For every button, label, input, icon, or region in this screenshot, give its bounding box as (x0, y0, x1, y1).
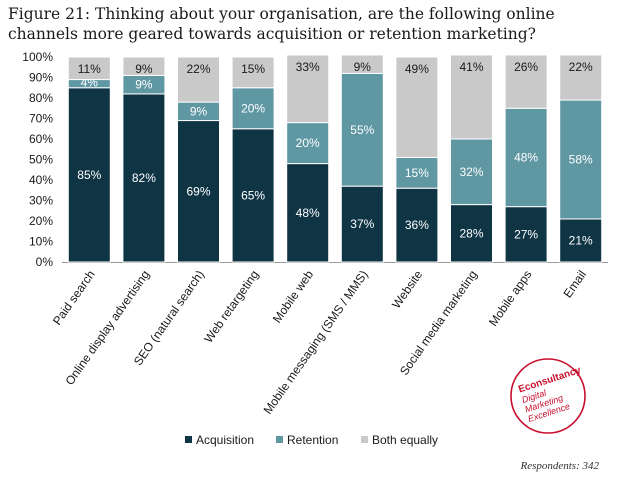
data-label: 55% (350, 123, 374, 137)
y-tick-label: 90% (29, 71, 53, 85)
y-tick-label: 10% (29, 235, 53, 249)
bar-segment-both-equally (122, 56, 166, 76)
data-label: 20% (241, 101, 265, 115)
legend-swatch-both-equally (361, 436, 368, 443)
bar-segment-retention (286, 122, 330, 165)
y-tick-label: 80% (29, 91, 53, 105)
bar-segment-retention (395, 156, 439, 189)
chart-title: Figure 21: Thinking about your organisat… (8, 5, 555, 43)
y-tick-label: 60% (29, 132, 53, 146)
data-label: 69% (186, 184, 210, 198)
data-label: 37% (350, 217, 374, 231)
bar-segment-acquisition (67, 87, 111, 263)
bar-segment-acquisition (504, 206, 548, 263)
bar-segment-both-equally (177, 56, 220, 103)
data-label: 82% (132, 171, 156, 185)
y-tick-label: 40% (29, 173, 53, 187)
data-label: 15% (405, 166, 429, 180)
data-label: 85% (77, 168, 101, 182)
legend-label-both-equally: Both equally (372, 433, 438, 447)
data-label: 28% (459, 226, 483, 240)
respondents-note: Respondents: 342 (520, 460, 599, 472)
x-tick-label: Email (560, 268, 589, 301)
data-label: 58% (569, 153, 593, 167)
x-tick-label: Web retargeting (201, 268, 261, 346)
bar-segment-both-equally (286, 54, 330, 124)
data-label: 65% (241, 188, 265, 202)
bar-segment-retention (231, 87, 275, 130)
legend-label-acquisition: Acquisition (196, 433, 254, 447)
y-tick-label: 70% (29, 112, 53, 126)
x-tick-label: Mobile messaging (SMS / MMS) (261, 268, 371, 417)
bar-segment-acquisition (450, 204, 493, 263)
data-label: 36% (405, 218, 429, 232)
bar-segment-both-equally (450, 54, 493, 140)
x-tick-label: Mobile web (270, 267, 316, 325)
x-tick-label: Paid search (50, 268, 98, 328)
bar-segment-both-equally (559, 54, 603, 101)
bar-segment-retention (504, 107, 548, 208)
y-tick-label: 100% (22, 50, 53, 64)
bar-segment-acquisition (122, 93, 166, 263)
bar-segment-acquisition (395, 187, 439, 263)
y-tick-label: 50% (29, 153, 53, 167)
data-label: 26% (514, 60, 538, 74)
legend-swatch-retention (276, 436, 283, 443)
bar-segment-both-equally (67, 56, 111, 81)
legend-swatch-acquisition (185, 436, 192, 443)
bar-segment-retention (450, 138, 493, 206)
bar-segment-acquisition (340, 185, 384, 263)
bar-segment-both-equally (395, 56, 439, 158)
bar-segment-both-equally (504, 54, 548, 109)
bar-segment-acquisition (559, 218, 603, 263)
y-tick-label: 30% (29, 194, 53, 208)
data-label: 20% (296, 136, 320, 150)
data-label: 11% (78, 62, 101, 76)
y-tick-label: 20% (29, 214, 53, 228)
y-tick-label: 0% (36, 255, 54, 269)
econsultancy-logo: Econsultancy Digital Marketing Excellenc… (510, 358, 586, 434)
x-tick-label: Mobile apps (486, 268, 535, 329)
legend-label-retention: Retention (287, 433, 338, 447)
bar-segment-retention (559, 99, 603, 220)
data-label: 22% (186, 62, 210, 76)
data-label: 48% (296, 206, 320, 220)
data-label: 9% (354, 60, 372, 74)
bar-segment-acquisition (177, 120, 220, 263)
data-label: 9% (190, 104, 208, 118)
data-label: 21% (569, 233, 593, 247)
data-label: 32% (459, 165, 483, 179)
data-label: 9% (135, 62, 153, 76)
bar-segment-both-equally (231, 56, 275, 89)
x-tick-label: Website (389, 267, 425, 311)
logo-brand: Econsultancy (517, 365, 583, 396)
bar-segment-both-equally (340, 54, 384, 74)
data-label: 9% (135, 78, 153, 92)
bars: 85%4%11%82%9%9%69%9%22%65%20%15%48%20%33… (67, 54, 603, 263)
data-label: 22% (569, 60, 593, 74)
bar-segment-acquisition (231, 128, 275, 263)
data-label: 15% (241, 62, 265, 76)
bar-segment-acquisition (286, 163, 330, 263)
logo-ring (510, 358, 586, 434)
bar-segment-retention (340, 72, 384, 187)
data-label: 49% (405, 62, 429, 76)
data-label: 27% (514, 227, 538, 241)
data-label: 41% (459, 60, 483, 74)
data-label: 33% (296, 60, 320, 74)
data-label: 48% (514, 150, 538, 164)
legend: Acquisition Retention Both equally (185, 433, 438, 447)
